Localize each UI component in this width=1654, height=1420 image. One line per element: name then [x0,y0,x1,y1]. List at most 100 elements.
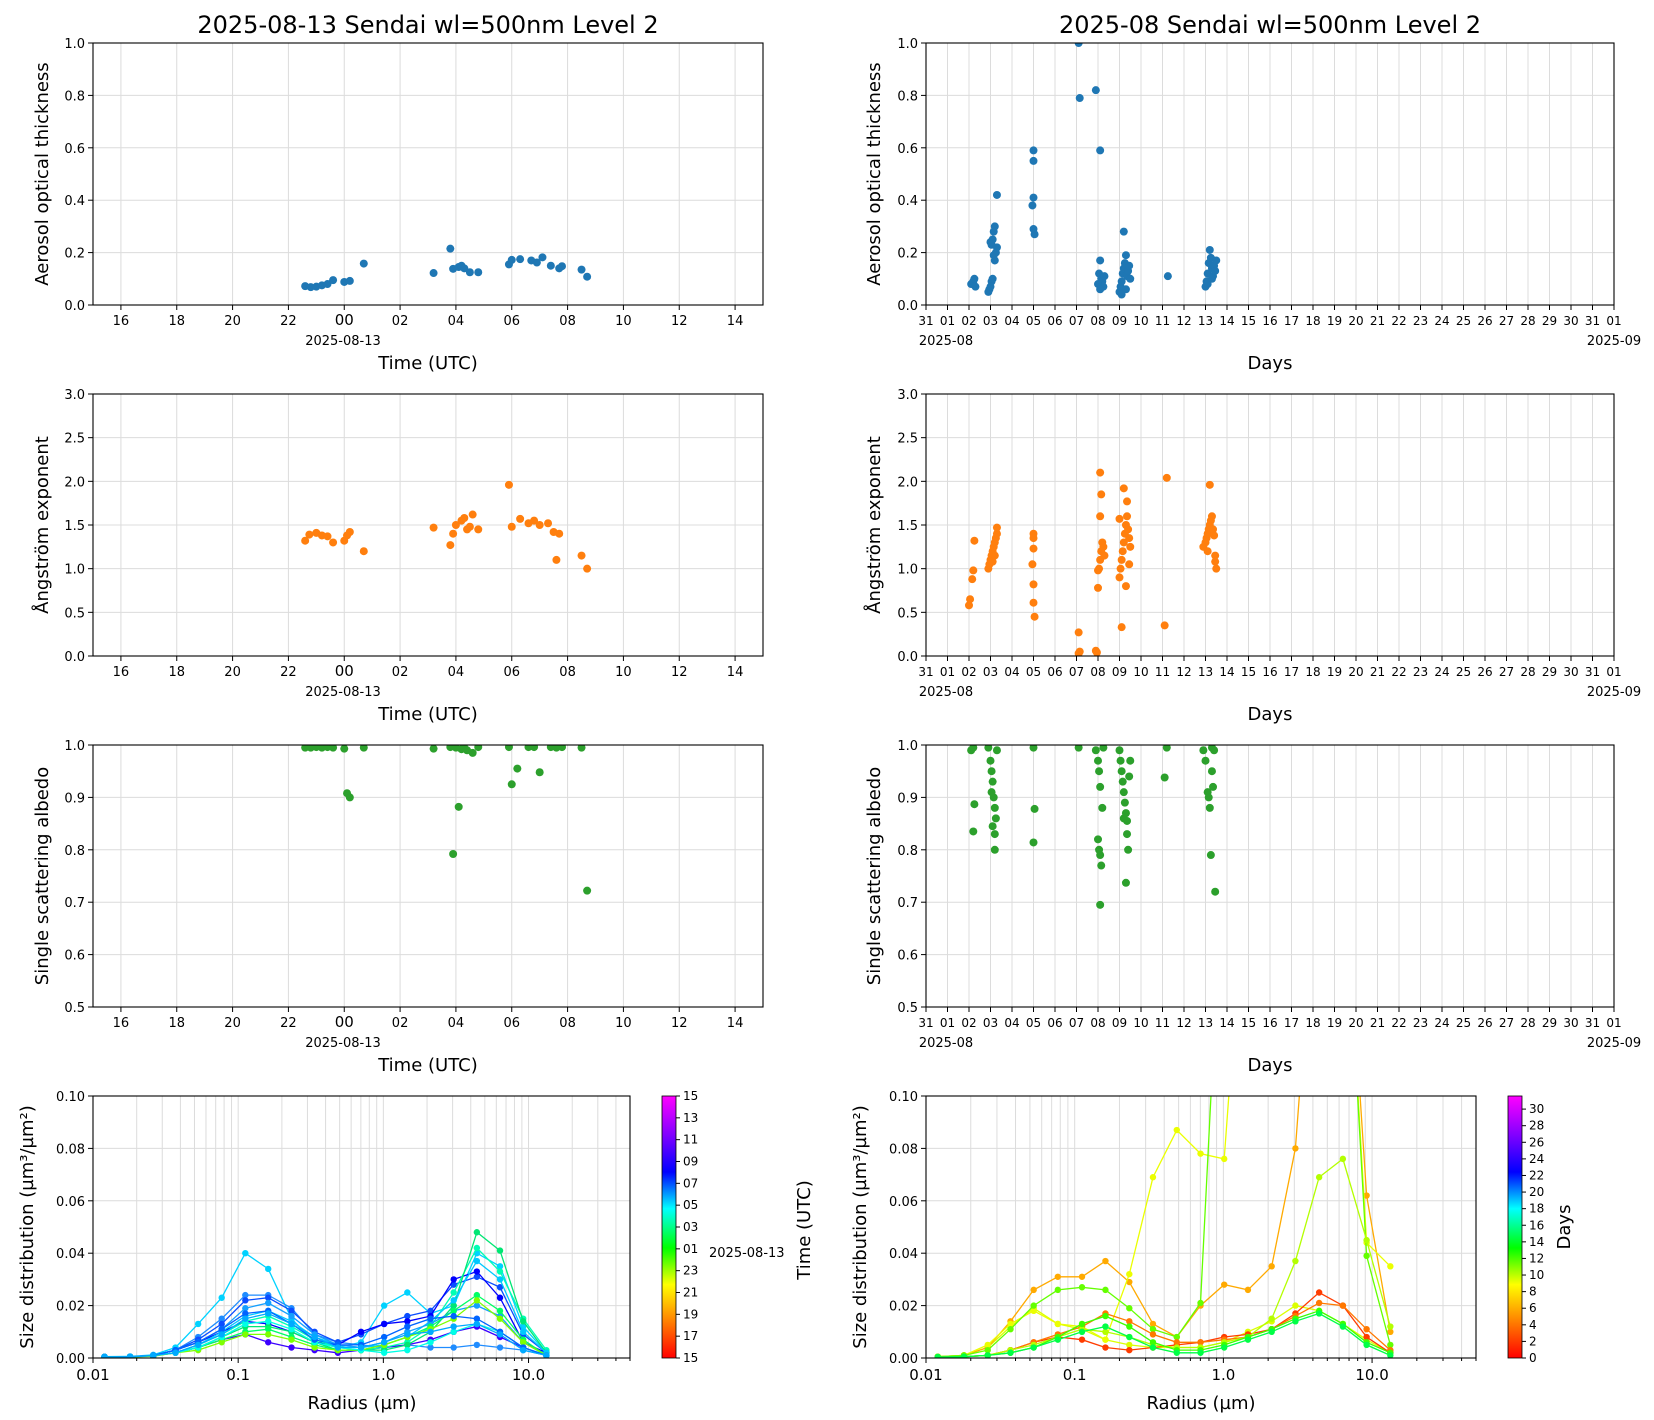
data-point [446,244,455,253]
x-date-label: 2025-08-13 [305,685,381,700]
x-tick-label: 07 [1069,665,1084,679]
data-point [242,1320,249,1328]
data-point [1096,900,1105,909]
data-point [454,802,463,811]
data-point [496,1307,504,1315]
x-tick-label: 17 [1284,665,1299,679]
data-point [265,1299,272,1307]
data-point [1121,878,1130,887]
data-point [265,1339,272,1346]
data-point [1119,788,1128,797]
data-point [1268,1263,1275,1270]
data-point [404,1323,411,1330]
x-tick-label: 28 [1520,314,1535,328]
series-line [937,1096,1391,1358]
x-tick-label: 06 [503,665,520,680]
x-tick-label: 23 [1413,1016,1428,1030]
data-point [427,1315,434,1322]
data-point [992,190,1001,199]
data-point [1173,1126,1180,1134]
x-tick-label: 08 [559,314,576,329]
y-tick-label: 0.0 [897,650,918,665]
x-tick-label: 22 [1391,1016,1406,1030]
x-tick-label: 10 [615,1016,632,1031]
data-point [1007,1325,1014,1333]
y-tick-label: 0.00 [889,1352,918,1367]
colorbar-date-annotation: 2025-08-13 [709,1246,785,1261]
data-point [1162,473,1171,482]
data-point [496,1247,504,1254]
x-tick-label: 06 [1047,1016,1062,1030]
data-point [1123,830,1132,839]
data-point [1203,547,1212,556]
chart-title-monthly: 2025-08 Sendai wl=500nm Level 2 [1059,11,1481,39]
panel-daily-aot: 2025-08-13 Sendai wl=500nm Level 2 0.0 0.… [32,11,764,374]
colorbar-tick-label: 16 [1529,1218,1544,1232]
y-tick-label: 1.5 [897,519,918,534]
x-tick-label: 17 [1284,314,1299,328]
x-tick-label: 01 [940,665,955,679]
y-tick-label: 0.04 [889,1247,918,1262]
x-tick-label: 18 [1305,665,1320,679]
data-point [988,557,997,566]
x-tick-label: 24 [1434,1016,1449,1030]
y-tick-label: 0.0 [897,299,918,314]
data-point [194,1341,202,1349]
data-point [1292,1318,1299,1325]
x-tick-label: 12 [671,1016,688,1031]
data-point [583,564,592,573]
x-tick-label: 31 [918,665,933,679]
data-point [1126,1305,1133,1312]
data-point [519,1339,527,1346]
x-tick-label: 14 [1219,1016,1234,1030]
data-point [101,1353,108,1358]
x-tick-label: 06 [1047,314,1062,328]
data-point [1268,1315,1275,1322]
data-point [1126,1341,1133,1349]
data-point [992,523,1001,532]
colorbar-tick-label: 17 [683,1329,698,1343]
y-tick-label: 0.7 [897,896,918,911]
data-point [1117,767,1126,776]
x-tick-label: 16 [113,665,130,680]
x-tick-label: 01 [940,314,955,328]
y-tick-label: 1.0 [64,37,85,52]
x-axis-label: Radius (µm) [1146,1393,1255,1414]
data-point [380,1349,388,1356]
colorbar-tick-label: 09 [683,1155,698,1169]
data-point [1096,782,1105,791]
data-point [305,530,314,539]
data-point [1244,1336,1252,1343]
x-tick-label: 14 [727,1016,744,1031]
colorbar-tick-label: 23 [683,1264,698,1278]
data-point [1030,804,1039,813]
y-tick-label: 0.5 [64,606,85,621]
data-point [583,272,592,281]
x-tick-label: 16 [1262,314,1277,328]
x-tick-label: 02 [961,314,976,328]
data-point [1197,1349,1204,1356]
x-tick-label: 20 [224,665,241,680]
x-tick-label: 28 [1520,1016,1535,1030]
data-point [340,745,349,753]
data-point [218,1315,225,1322]
data-point [1209,525,1218,534]
data-point [473,1244,481,1252]
data-point [543,1352,550,1358]
data-point [1124,845,1133,854]
x-tick-label: 02 [392,665,409,680]
data-point [552,555,561,564]
x-tick-label: 30 [1563,314,1578,328]
colorbar-tick-label: 30 [1529,1102,1544,1116]
x-tick-label: 09 [1112,665,1127,679]
data-point [1244,1286,1252,1294]
data-point [450,1328,457,1336]
chart-title-daily: 2025-08-13 Sendai wl=500nm Level 2 [197,11,658,39]
data-point [474,525,483,534]
data-point [404,1318,411,1325]
data-point [1100,551,1109,560]
x-tick-label: 22 [280,1016,297,1031]
data-point [1292,1302,1299,1309]
colorbar-tick-label: 4 [1529,1318,1537,1332]
